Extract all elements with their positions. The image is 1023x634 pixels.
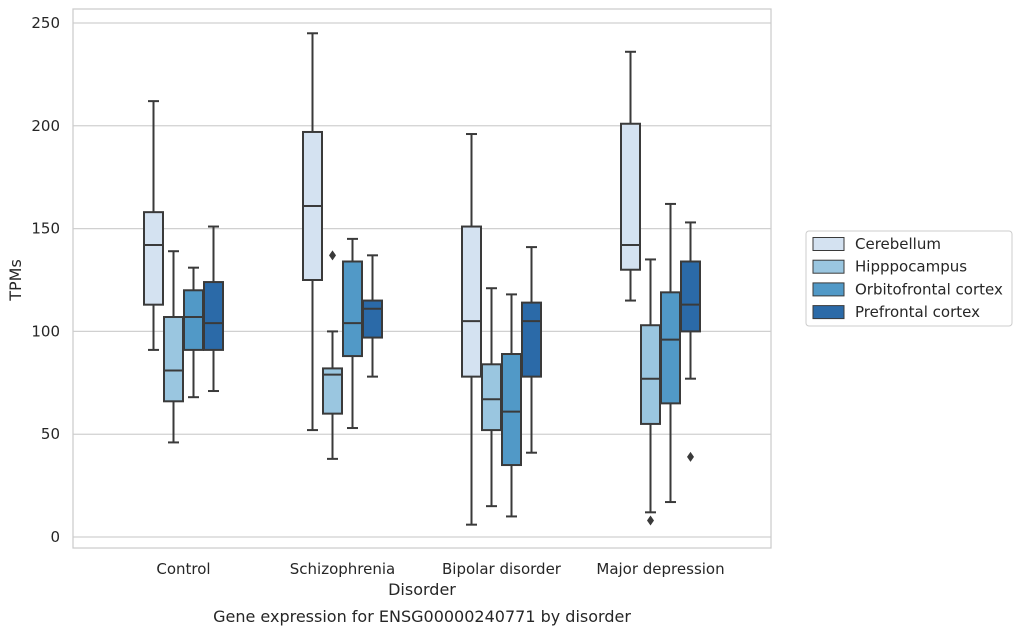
legend-swatch: [812, 237, 845, 251]
box: [143, 211, 164, 306]
box: [163, 316, 184, 403]
x-axis-label: Disorder: [388, 580, 456, 599]
box: [620, 122, 641, 271]
outlier-point: [647, 515, 654, 526]
legend-frame: [805, 230, 1013, 327]
y-tick-label: 200: [31, 117, 60, 135]
box-group: [481, 287, 502, 508]
legend-swatch: [812, 305, 845, 320]
y-tick-label: 0: [50, 528, 60, 546]
y-axis-label: TPMs: [6, 259, 25, 302]
x-axis-ticks: Control Schizophrenia Bipolar disorder Majo…: [156, 560, 724, 578]
box: [660, 291, 681, 405]
box-group: [362, 254, 383, 378]
chart-caption: Gene expression for ENSG00000240771 by d…: [213, 607, 631, 626]
box: [362, 299, 383, 339]
box: [342, 260, 363, 358]
y-tick-label: 50: [41, 425, 60, 443]
box-group: [342, 237, 363, 430]
box-group: [461, 133, 482, 526]
box-group: [620, 50, 641, 302]
box-group: [660, 202, 681, 504]
legend-label: Prefrontal cortex: [855, 303, 980, 321]
outlier-point: [687, 451, 694, 462]
legend-swatch: [812, 259, 845, 274]
box-group: [143, 100, 164, 351]
series-hipppocampus: [163, 250, 661, 526]
box-group: [501, 293, 522, 518]
box: [680, 260, 701, 333]
legend-label: Hipppocampus: [855, 258, 967, 276]
legend-items: Cerebellum Hipppocampus Orbitofrontal cort…: [812, 235, 1003, 321]
x-tick-label: Major depression: [596, 560, 724, 578]
legend: Cerebellum Hipppocampus Orbitofrontal cort…: [805, 230, 1013, 327]
box-group: [322, 250, 343, 460]
box-group: [203, 225, 224, 393]
y-tick-label: 100: [31, 322, 60, 340]
box: [461, 225, 482, 378]
plot-area-frame: [72, 8, 772, 549]
x-tick-label: Bipolar disorder: [442, 560, 562, 578]
box-group: [302, 32, 323, 432]
box-group: [163, 250, 184, 444]
legend-swatch: [812, 282, 845, 297]
box: [203, 281, 224, 351]
gridlines: [73, 22, 771, 538]
y-axis-ticks: 0 50 100 150 200 250: [31, 14, 60, 546]
box-group: [680, 221, 701, 462]
box-series: [143, 32, 701, 526]
legend-label: Orbitofrontal cortex: [855, 280, 1003, 298]
box-group: [521, 246, 542, 454]
box: [640, 324, 661, 425]
box: [183, 289, 204, 351]
box-group: [183, 266, 204, 399]
series-orbitofrontal-cortex: [183, 202, 681, 518]
box: [322, 367, 343, 415]
box: [521, 301, 542, 378]
box-group: [640, 258, 661, 526]
legend-label: Cerebellum: [855, 235, 941, 253]
series-prefrontal-cortex: [203, 221, 701, 462]
box: [501, 353, 522, 467]
x-tick-label: Control: [156, 560, 210, 578]
x-tick-label: Schizophrenia: [290, 560, 395, 578]
y-tick-label: 250: [31, 14, 60, 32]
outlier-point: [329, 250, 336, 261]
box: [481, 363, 502, 432]
y-tick-label: 150: [31, 220, 60, 238]
series-cerebellum: [143, 32, 641, 526]
